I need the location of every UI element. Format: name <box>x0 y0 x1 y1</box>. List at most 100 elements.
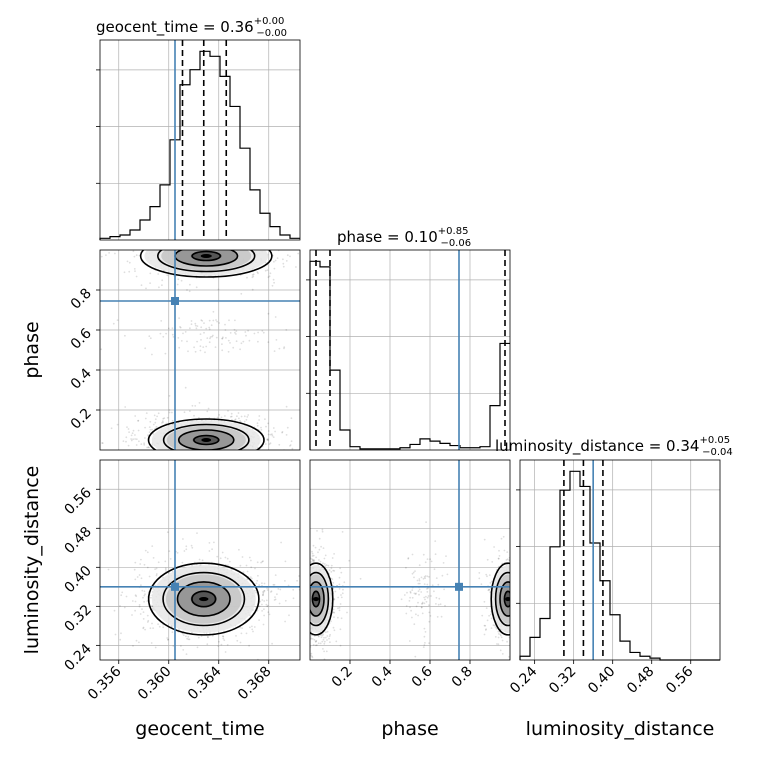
sample-point <box>423 627 426 630</box>
sample-point <box>302 598 304 600</box>
sample-point <box>497 557 500 560</box>
sample-point <box>195 286 198 289</box>
sample-point <box>214 451 216 453</box>
sample-point <box>255 582 258 585</box>
sample-point <box>307 614 309 616</box>
sample-point <box>189 453 191 455</box>
sample-point <box>440 615 443 618</box>
sample-point <box>211 453 213 455</box>
sample-point <box>256 457 258 459</box>
sample-point <box>202 456 204 458</box>
sample-point <box>405 566 407 569</box>
sample-point <box>301 570 303 572</box>
sample-point <box>435 603 437 605</box>
sample-point <box>308 579 310 581</box>
x-tick-label: 0.48 <box>624 664 657 697</box>
sample-point <box>107 243 109 245</box>
sample-point <box>159 332 162 335</box>
sample-point <box>172 645 175 647</box>
sample-point <box>427 595 430 597</box>
sample-point <box>192 466 194 468</box>
sample-point <box>515 579 517 581</box>
sample-point <box>306 614 308 616</box>
sample-point <box>517 572 519 574</box>
sample-point <box>224 415 226 417</box>
sample-point <box>234 331 236 334</box>
sample-point <box>125 436 128 439</box>
sample-point <box>317 551 319 554</box>
sample-point <box>294 578 296 580</box>
sample-point <box>306 607 308 609</box>
sample-point <box>252 630 254 633</box>
sample-point <box>255 591 257 594</box>
title-geocent-time: geocent_time = 0.36+0.00 −0.00 <box>96 16 287 39</box>
sample-point <box>242 340 245 343</box>
sample-point <box>140 284 143 287</box>
sample-point <box>288 614 290 617</box>
sample-point <box>191 242 193 244</box>
sample-point <box>323 640 326 643</box>
sample-point <box>335 640 338 643</box>
sample-point <box>266 589 269 591</box>
contour <box>147 562 260 636</box>
sample-point <box>90 565 92 567</box>
sample-point <box>274 596 276 598</box>
sample-point <box>303 594 305 596</box>
sample-point <box>279 246 281 248</box>
sample-point <box>190 320 193 322</box>
sample-point <box>125 440 127 443</box>
sample-point <box>267 439 270 442</box>
sample-point <box>315 644 317 647</box>
sample-point <box>190 452 192 454</box>
sample-point <box>297 617 299 619</box>
sample-point <box>267 604 269 607</box>
sample-point <box>134 434 136 436</box>
sample-point <box>146 614 149 617</box>
sample-point <box>342 588 344 591</box>
sample-point <box>125 595 128 598</box>
sample-point <box>429 615 432 617</box>
sample-point <box>182 649 185 651</box>
sample-point <box>154 646 157 649</box>
sample-point <box>166 274 169 277</box>
sample-point <box>175 241 177 243</box>
sample-point <box>411 596 414 599</box>
sample-point <box>166 243 168 245</box>
x-tick-label: 0.4 <box>369 663 396 690</box>
sample-point <box>518 642 520 644</box>
sample-point <box>301 598 303 600</box>
sample-point <box>282 265 285 268</box>
sample-point <box>428 642 430 644</box>
sample-point <box>409 606 411 609</box>
sample-point <box>220 416 223 419</box>
sample-point <box>303 546 305 548</box>
sample-point <box>314 546 317 549</box>
sample-point <box>228 470 230 472</box>
sample-point <box>221 337 224 340</box>
sample-point <box>146 566 149 569</box>
sample-point <box>205 457 207 459</box>
sample-point <box>209 337 211 340</box>
sample-point <box>152 423 155 426</box>
sample-point <box>512 598 514 600</box>
sample-point <box>183 455 185 457</box>
sample-point <box>502 535 505 538</box>
sample-point <box>214 346 217 348</box>
sample-point <box>278 443 281 446</box>
sample-point <box>135 254 138 257</box>
sample-point <box>330 564 333 567</box>
sample-point <box>217 471 219 473</box>
sample-point <box>290 614 292 616</box>
sample-point <box>232 346 235 349</box>
sample-point <box>408 600 411 602</box>
sample-point <box>511 627 513 629</box>
sample-point <box>180 340 183 342</box>
sample-point <box>410 609 412 612</box>
sample-point <box>273 281 275 284</box>
sample-point <box>144 593 146 596</box>
sample-point <box>269 442 272 445</box>
sample-point <box>332 608 335 611</box>
sample-point <box>116 319 119 321</box>
sample-point <box>217 288 220 291</box>
sample-point <box>235 467 237 469</box>
